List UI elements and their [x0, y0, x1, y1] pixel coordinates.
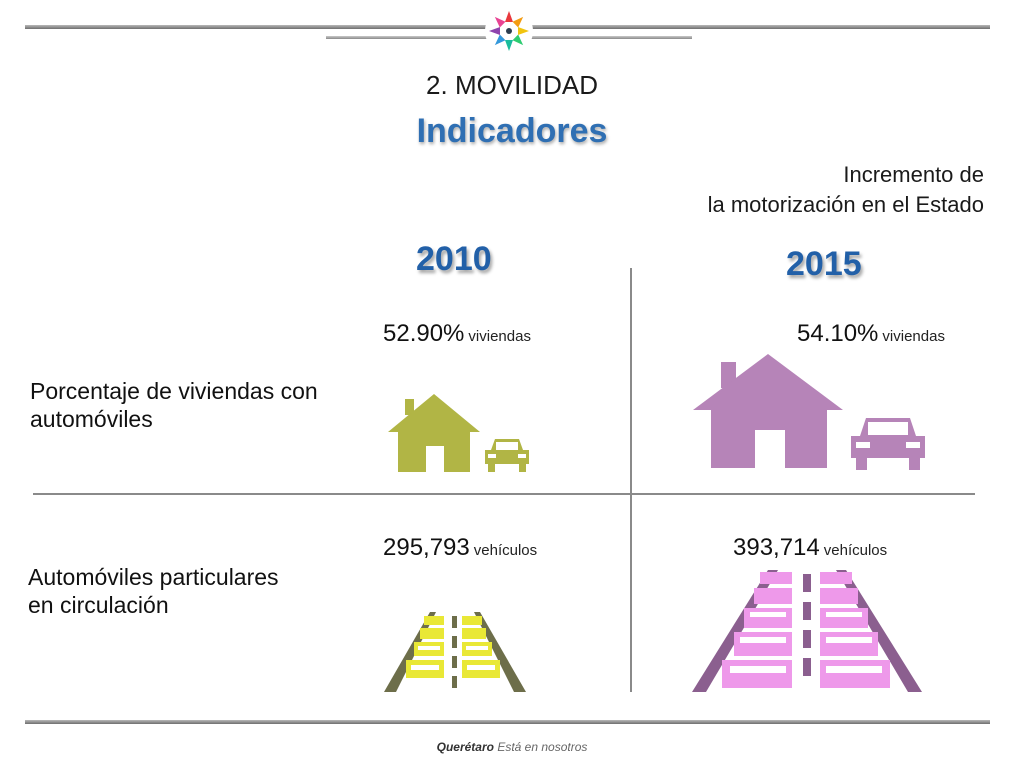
viviendas-2015-value-block: 54.10% viviendas [797, 320, 945, 348]
row-label-line-1: Automóviles particulares [28, 564, 279, 590]
horizontal-divider [33, 493, 975, 495]
year-2015-heading: 2015 [786, 245, 862, 283]
vehiculos-2010-value-block: 295,793 vehículos [383, 534, 537, 562]
viviendas-2015-unit: viviendas [882, 328, 945, 345]
subtitle-line-1: Incremento de [843, 162, 984, 187]
footer-brand: Querétaro [436, 740, 494, 754]
vehiculos-2015-value-block: 393,714 vehículos [733, 534, 887, 562]
row-label-line-2: automóviles [30, 406, 153, 432]
vertical-divider [630, 268, 632, 692]
footer-tagline: Está en nosotros [497, 740, 588, 754]
subtitle: Incremento de la motorización en el Esta… [708, 160, 984, 220]
viviendas-2010-value-block: 52.90% viviendas [383, 320, 531, 348]
traffic-road-icon-large [692, 570, 922, 692]
row-label-circulacion: Automóviles particulares en circulación [28, 563, 279, 619]
subtitle-line-2: la motorización en el Estado [707, 192, 984, 217]
section-title: 2. MOVILIDAD [426, 70, 598, 100]
footer: Querétaro Está en nosotros [0, 740, 1024, 754]
bottom-divider [25, 720, 990, 724]
car-icon [485, 439, 529, 472]
vehiculos-2010-value: 295,793 [383, 534, 470, 561]
viviendas-2010-value: 52.90% [383, 320, 465, 347]
viviendas-2010-unit: viviendas [468, 328, 531, 345]
page-title: Indicadores [416, 112, 608, 150]
year-2010-heading: 2010 [416, 240, 492, 278]
house-icon-large [693, 354, 843, 468]
traffic-road-icon [384, 612, 526, 692]
car-icon-large [851, 418, 925, 470]
viviendas-2015-value: 54.10% [797, 320, 879, 347]
vehiculos-2015-unit: vehículos [823, 542, 888, 559]
vehiculos-2015-value: 393,714 [733, 534, 820, 561]
row-label-line-2: en circulación [28, 592, 169, 618]
logo-flower-icon [485, 7, 533, 55]
house-icon [388, 394, 480, 472]
row-label-line-1: Porcentaje de viviendas con [30, 378, 318, 404]
row-label-viviendas: Porcentaje de viviendas con automóviles [30, 377, 318, 433]
vehiculos-2010-unit: vehículos [473, 542, 538, 559]
